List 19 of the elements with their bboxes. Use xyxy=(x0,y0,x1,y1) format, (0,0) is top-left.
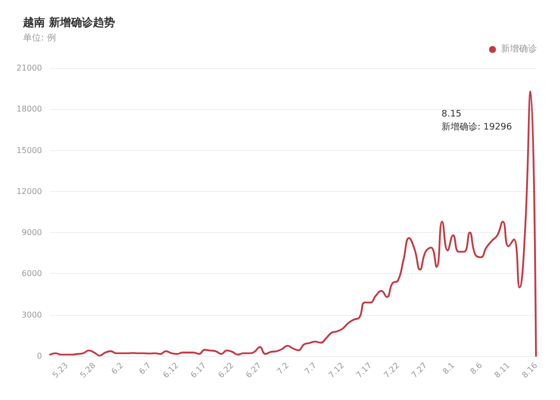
y-tick-label: 3000 xyxy=(22,310,42,320)
x-tick-label: 7.7 xyxy=(302,360,318,376)
x-tick-label: 8.6 xyxy=(468,360,484,376)
annotation: 8.15 新增确诊: 19296 xyxy=(441,110,512,132)
x-tick-label: 6.2 xyxy=(110,360,125,376)
y-tick-label: 0 xyxy=(36,352,42,360)
legend-label: 新增确诊 xyxy=(501,44,537,54)
y-tick-label: 6000 xyxy=(22,269,42,278)
chart-title: 越南 新增确诊趋势 xyxy=(22,16,115,29)
x-tick-label: 6.7 xyxy=(137,360,153,376)
y-tick-label: 18000 xyxy=(16,104,42,114)
y-tick-label: 21000 xyxy=(16,64,42,72)
x-tick-label: 7.2 xyxy=(275,360,291,376)
line-series xyxy=(49,90,537,357)
y-tick-label: 9000 xyxy=(22,228,42,238)
x-tick-label: 8.1 xyxy=(440,360,456,376)
y-tick-label: 12000 xyxy=(16,186,42,196)
chart-subtitle: 单位: 例 xyxy=(23,32,56,44)
y-tick-label: 15000 xyxy=(16,146,42,155)
